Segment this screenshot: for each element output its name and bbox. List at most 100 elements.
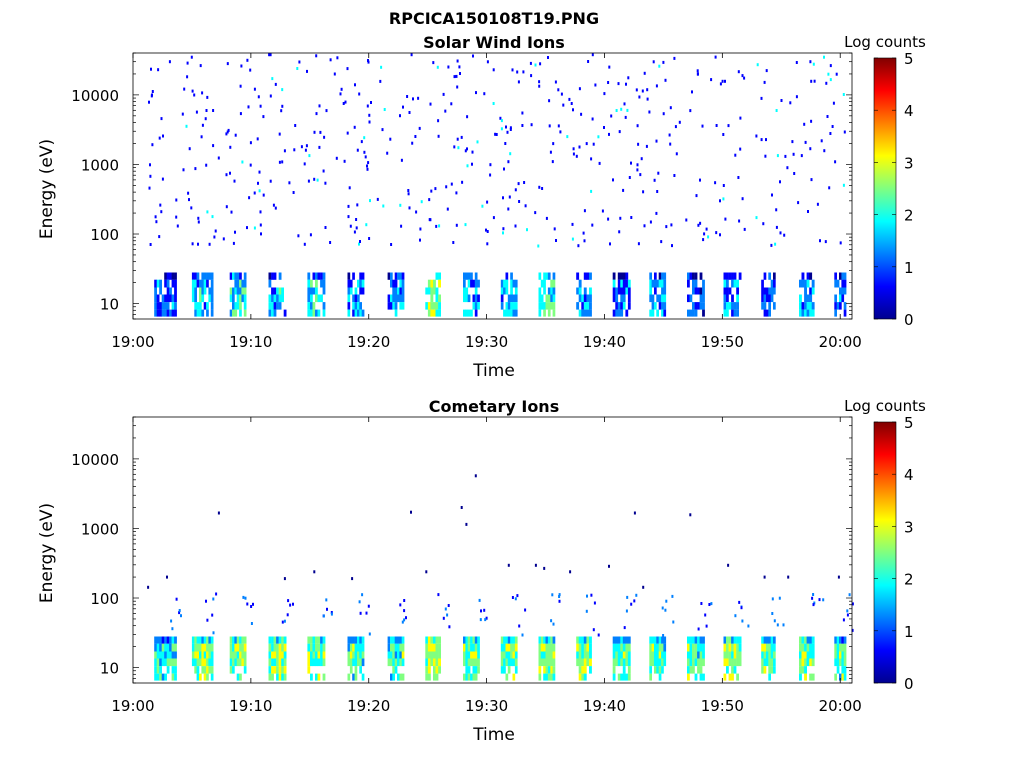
- heatmap-cell-burst-0: [174, 287, 177, 295]
- heatmap-cell-sparse: [696, 72, 699, 76]
- heatmap-cell-burst-3: [268, 651, 272, 659]
- heatmap-cell-point: [465, 522, 468, 526]
- heatmap-cell-tail-2: [244, 596, 247, 600]
- heatmap-cell-sparse: [670, 223, 673, 227]
- heatmap-cell-burst-17: [806, 294, 810, 303]
- heatmap-cell-sparse: [793, 172, 796, 175]
- heatmap-cell-burst-14: [692, 279, 695, 288]
- heatmap-cell-sparse: [776, 154, 779, 158]
- heatmap-cell-burst-4: [320, 294, 323, 303]
- heatmap-cell-burst-0: [171, 302, 175, 310]
- heatmap-cell-tail-17: [813, 601, 816, 605]
- heatmap-cell-burst-9: [500, 658, 504, 667]
- heatmap-cell-burst-2: [243, 302, 247, 310]
- heatmap-cell-sparse: [702, 238, 705, 242]
- heatmap-cell-burst-15: [733, 279, 737, 288]
- heatmap-cell-burst-14: [689, 294, 693, 303]
- heatmap-cell-burst-6: [394, 636, 398, 644]
- heatmap-cell-burst-8: [472, 673, 476, 681]
- heatmap-cell-burst-2: [239, 287, 242, 295]
- heatmap-cell-burst-6: [397, 272, 400, 280]
- heatmap-cell-sparse: [353, 230, 356, 234]
- heatmap-cell-burst-7: [427, 643, 431, 652]
- heatmap-cell-tail-14: [704, 613, 707, 617]
- heatmap-cell-burst-0: [164, 272, 167, 280]
- heatmap-cell-burst-11: [576, 302, 580, 310]
- heatmap-cell-sparse: [500, 119, 503, 123]
- heatmap-cell-burst-7: [427, 302, 431, 310]
- heatmap-cell-burst-10: [538, 651, 542, 659]
- heatmap-cell-burst-13: [661, 294, 664, 303]
- heatmap-cell-burst-17: [799, 636, 802, 644]
- heatmap-cell-burst-17: [799, 643, 802, 652]
- heatmap-cell-burst-1: [191, 658, 195, 667]
- heatmap-cell-burst-16: [770, 643, 774, 652]
- heatmap-cell-burst-0: [169, 643, 172, 652]
- heatmap-cell-burst-3: [271, 309, 274, 317]
- heatmap-cell-sparse: [233, 179, 236, 183]
- heatmap-cell-burst-6: [394, 279, 398, 288]
- heatmap-cell-sparse: [155, 220, 158, 224]
- heatmap-cell-burst-0: [166, 666, 170, 674]
- heatmap-cell-sparse: [507, 207, 510, 211]
- heatmap-cell-burst-5: [361, 643, 365, 652]
- y-tick-label: 1000: [81, 156, 119, 174]
- heatmap-cell-burst-17: [804, 658, 807, 667]
- heatmap-cell-burst-3: [278, 658, 282, 667]
- heatmap-cell-burst-0: [156, 643, 160, 652]
- heatmap-cell-sparse: [232, 241, 235, 245]
- heatmap-cell-burst-2: [236, 658, 240, 667]
- heatmap-cell-sparse: [154, 215, 157, 219]
- heatmap-cell-burst-7: [430, 651, 434, 659]
- heatmap-cell-sparse: [664, 78, 667, 82]
- heatmap-cell-sparse: [783, 233, 786, 237]
- heatmap-cell-burst-2: [229, 636, 233, 644]
- heatmap-cell-sparse: [159, 203, 162, 207]
- heatmap-cell-burst-8: [474, 272, 478, 280]
- heatmap-cell-burst-7: [435, 651, 439, 659]
- heatmap-cell-burst-18: [834, 294, 837, 303]
- heatmap-cell-sparse: [738, 219, 741, 223]
- heatmap-cell-point: [727, 563, 730, 567]
- heatmap-cell-burst-17: [804, 279, 807, 288]
- heatmap-cell-tail-14: [705, 624, 708, 628]
- heatmap-cell-burst-0: [164, 309, 167, 317]
- heatmap-cell-sparse: [313, 130, 316, 134]
- heatmap-cell-burst-3: [276, 302, 279, 310]
- heatmap-cell-burst-3: [281, 673, 284, 681]
- heatmap-cell-burst-9: [510, 294, 513, 303]
- cometary-axes: 19:00 19:10 19:20 19:30 19:40 19:50 20:0010100…: [71, 416, 862, 715]
- heatmap-cell-sparse: [281, 160, 284, 164]
- heatmap-cell-point: [507, 563, 510, 567]
- heatmap-cell-burst-0: [169, 309, 172, 317]
- heatmap-cell-burst-7: [438, 279, 441, 288]
- heatmap-cell-burst-0: [156, 658, 160, 667]
- heatmap-cell-sparse: [657, 171, 660, 175]
- heatmap-cell-sparse: [333, 72, 336, 76]
- heatmap-cell-burst-1: [194, 666, 197, 674]
- heatmap-cell-burst-8: [472, 302, 476, 310]
- heatmap-cell-burst-18: [839, 287, 842, 295]
- heatmap-cell-burst-10: [552, 272, 556, 280]
- heatmap-cell-burst-4: [317, 294, 321, 303]
- heatmap-cell-burst-5: [354, 636, 358, 644]
- heatmap-cell-burst-11: [576, 272, 580, 280]
- heatmap-cell-sparse: [590, 157, 593, 161]
- heatmap-cell-burst-1: [210, 636, 214, 644]
- heatmap-cell-burst-11: [578, 636, 582, 644]
- heatmap-cell-sparse: [580, 112, 583, 116]
- heatmap-cell-burst-4: [310, 658, 313, 667]
- heatmap-cell-tail-3: [281, 620, 284, 624]
- heatmap-cell-burst-2: [239, 651, 242, 659]
- heatmap-cell-sparse: [249, 141, 252, 145]
- heatmap-cell-sparse: [646, 97, 649, 101]
- heatmap-cell-burst-9: [512, 651, 516, 659]
- heatmap-cell-burst-15: [736, 294, 739, 303]
- heatmap-cell-burst-18: [839, 658, 842, 667]
- heatmap-cell-burst-0: [166, 279, 170, 288]
- heatmap-cell-burst-1: [194, 302, 197, 310]
- heatmap-cell-burst-2: [229, 643, 233, 652]
- heatmap-cell-sparse: [437, 119, 440, 123]
- heatmap-cell-burst-16: [773, 287, 776, 295]
- heatmap-cell-burst-6: [401, 279, 405, 288]
